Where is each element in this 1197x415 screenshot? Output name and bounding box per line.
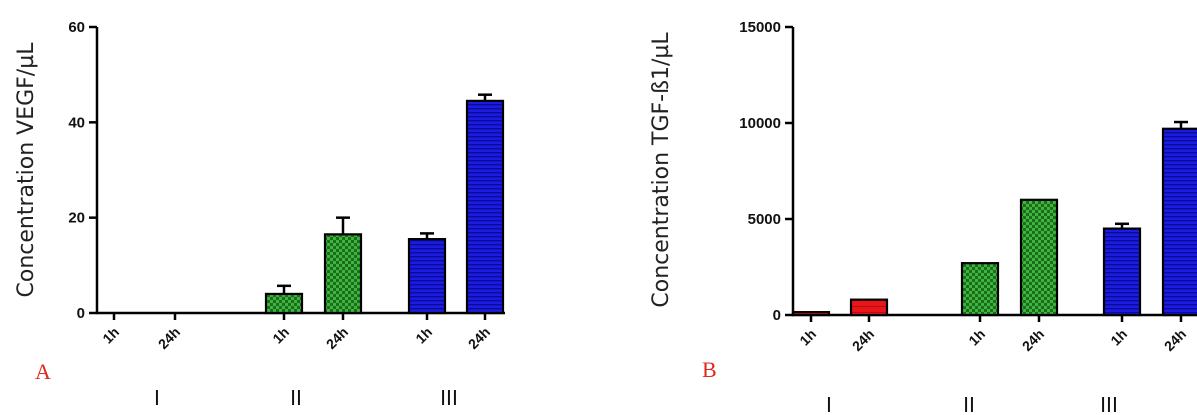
- y-tick-label: 10000: [739, 115, 781, 132]
- bar: [465, 99, 505, 315]
- x-tick-label: 24h: [1161, 326, 1189, 354]
- group-label: III: [1100, 393, 1118, 415]
- bar: [1161, 127, 1197, 317]
- group-label: II: [290, 386, 302, 410]
- group-labels-a: I II III: [154, 386, 458, 410]
- y-ticks-b: 0 5000 10000 15000: [739, 19, 793, 324]
- bar: [264, 292, 304, 315]
- y-axis-label-b: Concentration TGF-ß1/µL: [649, 32, 674, 308]
- y-ticks-a: 0 20 40 60: [68, 19, 97, 322]
- x-tick-label: 1h: [269, 324, 292, 347]
- bar: [1102, 227, 1142, 317]
- bar: [849, 298, 889, 317]
- y-tick-label: 15000: [739, 19, 781, 36]
- x-tick-label: 24h: [465, 324, 493, 352]
- bar: [407, 238, 447, 315]
- bar: [791, 311, 831, 317]
- panel-label-a: A: [35, 359, 51, 384]
- y-tick-label: 5000: [748, 211, 781, 228]
- x-ticks-b: 1h 24h 1h 24h 1h 24h: [796, 315, 1189, 354]
- x-tick-label: 1h: [99, 324, 122, 347]
- chart-a: Concentration VEGF/µL 0 20 40 60 1h 24h 1h 24h…: [14, 19, 505, 410]
- y-axis-label-a: Concentration VEGF/µL: [14, 42, 39, 298]
- bar: [1019, 198, 1059, 317]
- group-labels-b: I II III: [826, 393, 1118, 415]
- x-tick-label: 24h: [849, 326, 877, 354]
- x-tick-label: 1h: [1107, 326, 1130, 349]
- y-tick-label: 40: [68, 114, 85, 131]
- y-tick-label: 0: [773, 307, 781, 324]
- bars-b: [791, 120, 1197, 317]
- x-tick-label: 1h: [796, 326, 819, 349]
- x-tick-label: 24h: [1019, 326, 1047, 354]
- x-tick-label: 1h: [965, 326, 988, 349]
- bars-a: [264, 93, 505, 315]
- panel-label-b: B: [702, 357, 717, 382]
- x-tick-label: 24h: [323, 324, 351, 352]
- x-ticks-a: 1h 24h 1h 24h 1h 24h: [99, 313, 493, 352]
- chart-b: Concentration TGF-ß1/µL 050001000015000 …: [649, 19, 1197, 415]
- group-label: I: [154, 386, 160, 410]
- x-tick-label: 24h: [155, 324, 183, 352]
- group-label: II: [963, 393, 975, 415]
- group-label: I: [826, 393, 832, 415]
- bar: [323, 233, 363, 315]
- y-tick-label: 20: [68, 210, 85, 227]
- group-label: III: [440, 386, 458, 410]
- y-tick-label: 60: [68, 19, 85, 36]
- y-tick-label: 0: [77, 305, 85, 322]
- bar: [960, 262, 1000, 317]
- x-tick-label: 1h: [412, 324, 435, 347]
